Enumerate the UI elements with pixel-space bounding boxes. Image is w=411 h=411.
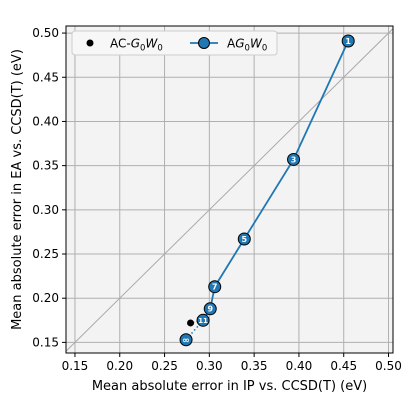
series-points: 1 3 5 7 9 11 ∞ [179, 34, 355, 347]
legend-box [71, 30, 278, 56]
y-tick-label: 0.20 [32, 291, 59, 305]
point-label: ∞ [182, 336, 190, 346]
y-tick-label: 0.30 [32, 203, 59, 217]
point-label: 7 [212, 283, 218, 292]
y-tick-label: 0.35 [32, 159, 59, 173]
x-tick-label: 0.30 [196, 359, 223, 373]
y-axis-label: Mean absolute error in EA vs. CCSD(T) (e… [10, 49, 25, 330]
plot-frame [65, 25, 394, 354]
y-tick-label: 0.25 [32, 247, 59, 261]
point-label: 11 [198, 317, 208, 325]
x-tick-label: 0.40 [286, 359, 313, 373]
legend: AC-G0W0 AG0W0 [71, 30, 278, 56]
x-axis-label: Mean absolute error in IP vs. CCSD(T) (e… [92, 379, 367, 394]
x-tick-label: 0.15 [62, 359, 89, 373]
point-ag0w0 [179, 333, 193, 347]
y-tick-label: 0.40 [32, 114, 59, 128]
x-axis-ticks: 0.15 0.20 0.25 0.30 0.35 0.40 0.45 0.50 [62, 353, 402, 373]
x-tick-label: 0.50 [375, 359, 402, 373]
x-tick-label: 0.45 [330, 359, 357, 373]
y-axis-ticks: 0.15 0.20 0.25 0.30 0.35 0.40 0.45 0.50 [32, 26, 66, 349]
point-ac-g0w0 [187, 319, 195, 327]
point-ag0w0 [341, 34, 355, 48]
legend-label-ac-g0w0: AC-G0W0 [110, 37, 163, 54]
point-ag0w0 [208, 280, 222, 294]
point-label: 1 [345, 37, 351, 46]
point-label: 3 [291, 155, 297, 164]
point-ag0w0 [237, 232, 251, 246]
grid-lines [66, 26, 393, 353]
legend-marker-ac-g0w0 [86, 39, 94, 47]
diagonal-line [65, 28, 394, 352]
y-tick-label: 0.50 [32, 26, 59, 40]
x-tick-label: 0.25 [151, 359, 178, 373]
y-tick-label: 0.45 [32, 70, 59, 84]
point-label: 9 [207, 305, 213, 314]
y-tick-label: 0.15 [32, 335, 59, 349]
point-label: 5 [241, 235, 247, 244]
point-ag0w0 [287, 152, 301, 166]
x-tick-label: 0.20 [106, 359, 133, 373]
point-ag0w0 [196, 313, 210, 327]
x-tick-label: 0.35 [241, 359, 268, 373]
legend-marker-ag0w0 [198, 37, 210, 49]
legend-label-ag0w0: AG0W0 [227, 37, 267, 54]
point-ag0w0 [203, 302, 217, 316]
